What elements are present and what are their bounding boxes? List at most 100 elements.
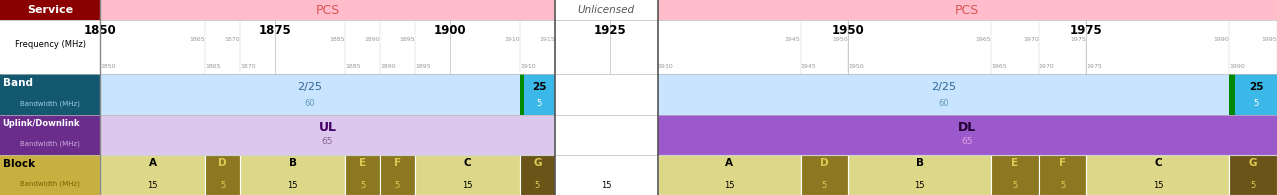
Text: 15: 15 — [1153, 181, 1163, 190]
Bar — [240, 155, 345, 195]
Text: 2/25: 2/25 — [931, 82, 956, 92]
Bar — [520, 74, 524, 115]
Text: Bandwidth (MHz): Bandwidth (MHz) — [20, 140, 80, 147]
Bar — [658, 20, 1277, 74]
Text: 1925: 1925 — [594, 24, 627, 37]
Bar — [1235, 74, 1277, 115]
Text: E: E — [359, 158, 366, 168]
Bar — [801, 155, 848, 195]
Text: 65: 65 — [322, 137, 333, 146]
Text: 1975: 1975 — [1070, 24, 1103, 37]
Text: 1890: 1890 — [381, 64, 396, 69]
Text: PCS: PCS — [315, 4, 340, 17]
Text: 1965: 1965 — [976, 37, 991, 42]
Text: Block: Block — [3, 159, 34, 169]
Text: 1950: 1950 — [831, 24, 865, 37]
Bar — [100, 20, 554, 74]
Text: Frequency (MHz): Frequency (MHz) — [14, 40, 86, 50]
Bar — [100, 155, 206, 195]
Text: 1895: 1895 — [400, 37, 415, 42]
Text: C: C — [1154, 158, 1162, 168]
Text: 1950: 1950 — [848, 64, 863, 69]
Bar — [1087, 155, 1230, 195]
Text: 1890: 1890 — [364, 37, 381, 42]
Text: 5: 5 — [220, 181, 225, 190]
Text: 15: 15 — [147, 181, 158, 190]
Text: 1865: 1865 — [206, 64, 221, 69]
Text: 5: 5 — [395, 181, 400, 190]
Text: 5: 5 — [536, 99, 543, 108]
Text: 1870: 1870 — [225, 37, 240, 42]
Text: E: E — [1011, 158, 1019, 168]
Text: 1910: 1910 — [504, 37, 520, 42]
Text: 1865: 1865 — [190, 37, 206, 42]
Text: 15: 15 — [914, 181, 925, 190]
Text: UL: UL — [318, 121, 337, 134]
Text: Bandwidth (MHz): Bandwidth (MHz) — [20, 100, 80, 107]
Bar — [524, 74, 555, 115]
Bar — [0, 74, 100, 115]
Text: C: C — [464, 158, 471, 168]
Text: 1995: 1995 — [1262, 37, 1277, 42]
Text: 15: 15 — [287, 181, 298, 190]
Text: D: D — [218, 158, 227, 168]
Bar — [658, 0, 1277, 20]
Text: 25: 25 — [1249, 82, 1263, 92]
Bar — [0, 115, 100, 155]
Text: 1895: 1895 — [415, 64, 430, 69]
Text: Band: Band — [3, 78, 32, 88]
Text: 5: 5 — [360, 181, 365, 190]
Bar — [658, 115, 1277, 155]
Text: 15: 15 — [462, 181, 472, 190]
Bar — [100, 74, 520, 115]
Bar — [100, 115, 554, 155]
Text: 1915: 1915 — [539, 37, 554, 42]
Bar — [554, 74, 658, 115]
Text: 5: 5 — [535, 181, 540, 190]
Text: B: B — [289, 158, 296, 168]
Text: D: D — [820, 158, 829, 168]
Text: 1950: 1950 — [833, 37, 848, 42]
Text: Service: Service — [27, 5, 73, 15]
Text: 1990: 1990 — [1230, 64, 1245, 69]
Bar — [554, 0, 658, 20]
Text: Unlicensed: Unlicensed — [577, 5, 635, 15]
Bar — [381, 155, 415, 195]
Text: PCS: PCS — [955, 4, 979, 17]
Bar — [0, 155, 100, 195]
Bar — [554, 155, 658, 195]
Text: B: B — [916, 158, 923, 168]
Bar — [991, 155, 1038, 195]
Text: 1850: 1850 — [84, 24, 116, 37]
Text: Uplink/Downlink: Uplink/Downlink — [3, 119, 80, 128]
Text: 1885: 1885 — [345, 64, 360, 69]
Bar — [415, 155, 520, 195]
Text: 1970: 1970 — [1038, 64, 1055, 69]
Bar — [520, 155, 555, 195]
Text: 1875: 1875 — [259, 24, 291, 37]
Text: 5: 5 — [822, 181, 827, 190]
Text: G: G — [533, 158, 541, 168]
Bar — [1230, 74, 1235, 115]
Bar — [345, 155, 381, 195]
Text: 5: 5 — [1250, 181, 1255, 190]
Text: A: A — [148, 158, 157, 168]
Text: 1930: 1930 — [658, 64, 673, 69]
Text: F: F — [393, 158, 401, 168]
Text: 65: 65 — [962, 137, 973, 146]
Text: 1850: 1850 — [100, 64, 116, 69]
Text: Bandwidth (MHz): Bandwidth (MHz) — [20, 180, 80, 187]
Text: 1965: 1965 — [991, 64, 1006, 69]
Text: 1945: 1945 — [801, 64, 816, 69]
Text: 1870: 1870 — [240, 64, 255, 69]
Bar — [554, 20, 658, 74]
Bar — [100, 0, 554, 20]
Text: 1970: 1970 — [1023, 37, 1038, 42]
Text: 1975: 1975 — [1087, 64, 1102, 69]
Text: DL: DL — [958, 121, 977, 134]
Text: 60: 60 — [939, 99, 949, 108]
Text: 5: 5 — [1254, 99, 1259, 108]
Bar — [848, 155, 991, 195]
Text: 2/25: 2/25 — [298, 82, 323, 92]
Text: 5: 5 — [1060, 181, 1065, 190]
